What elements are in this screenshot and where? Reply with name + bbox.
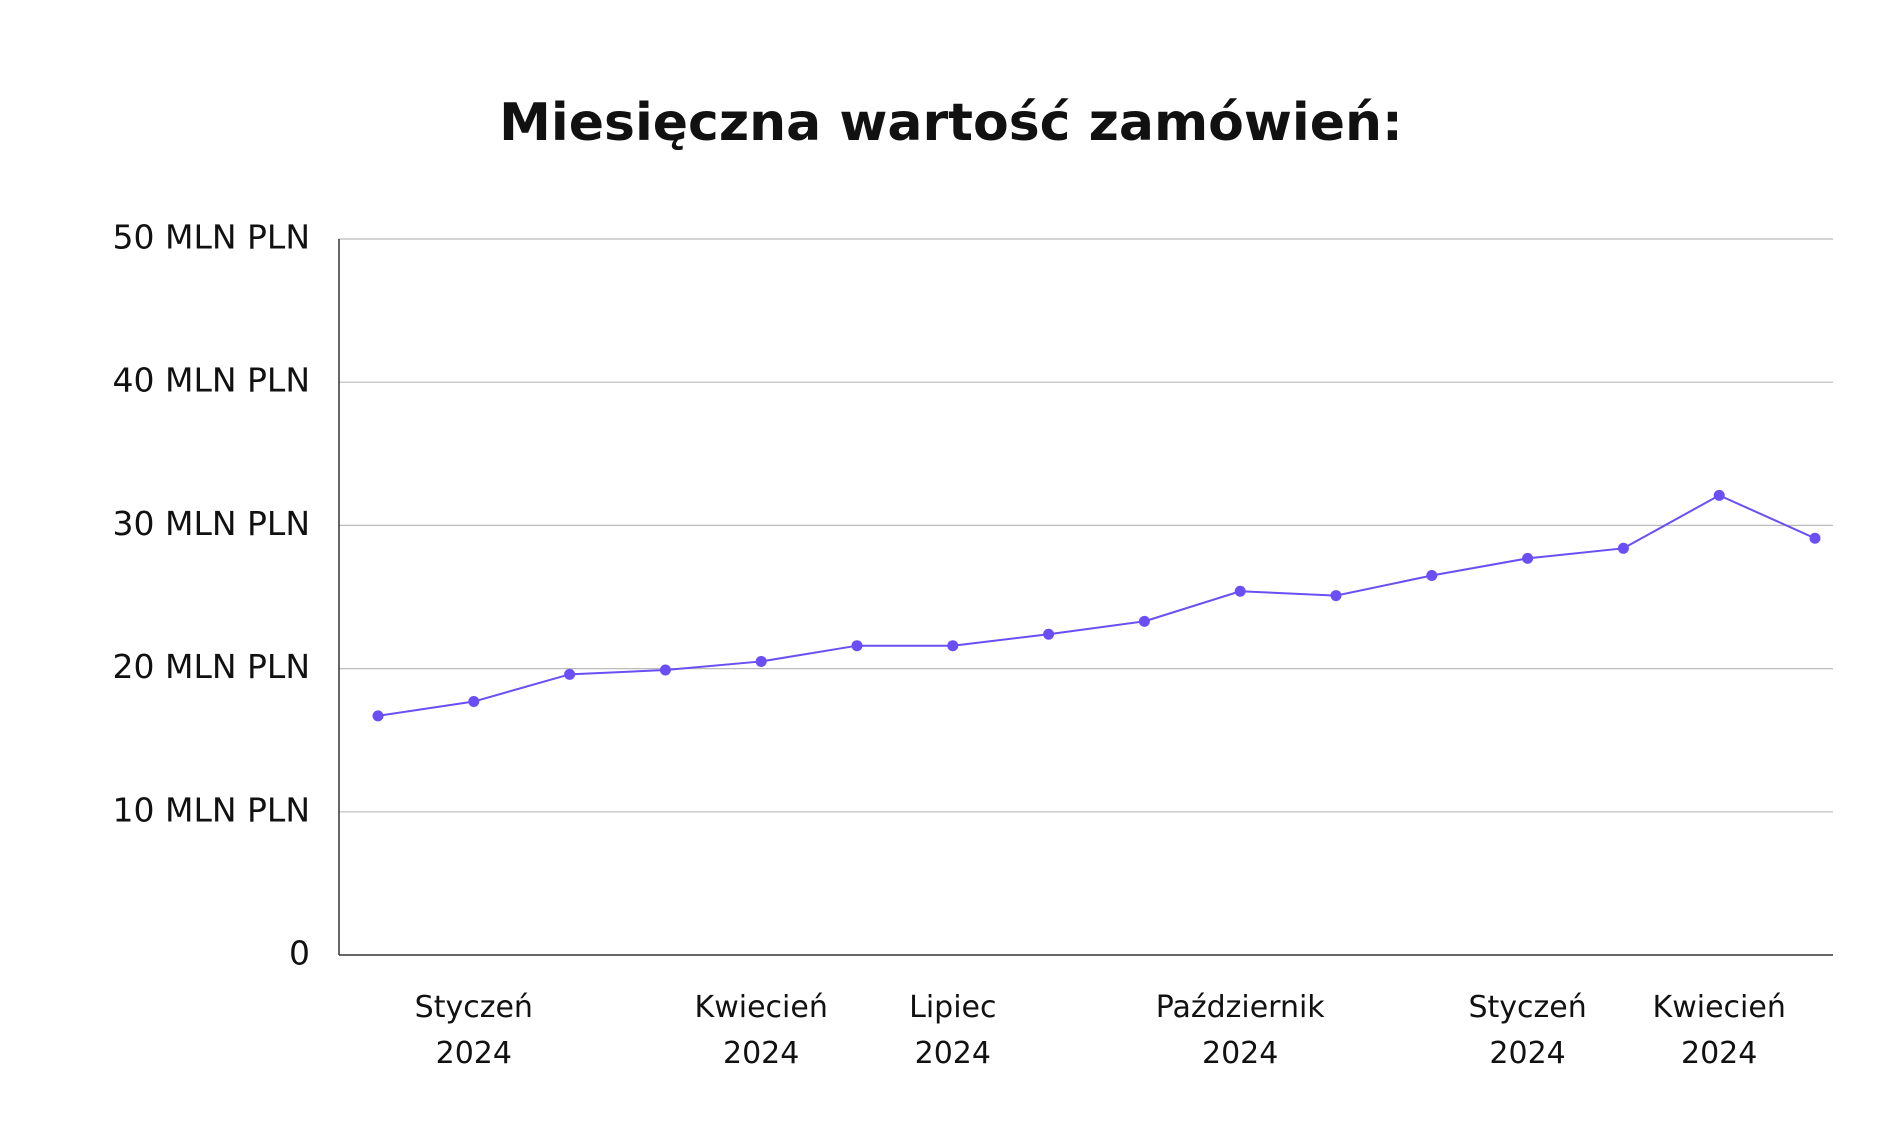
- y-tick-label: 0: [289, 934, 310, 973]
- x-tick-label: Styczeń 2024: [414, 990, 533, 1071]
- data-point: [851, 640, 863, 652]
- y-tick-label: 10 MLN PLN: [113, 790, 310, 829]
- data-point: [659, 664, 671, 676]
- data-point: [1713, 489, 1725, 501]
- y-tick-label: 20 MLN PLN: [113, 647, 310, 686]
- y-tick-label: 50 MLN PLN: [113, 218, 310, 257]
- data-point: [564, 668, 576, 680]
- y-tick-label: 40 MLN PLN: [113, 361, 310, 400]
- series-line: [377, 494, 1816, 717]
- data-point: [1809, 532, 1821, 544]
- data-point: [372, 710, 384, 722]
- x-tick-label: Styczeń 2024: [1468, 990, 1587, 1071]
- data-point: [947, 640, 959, 652]
- data-point: [1426, 570, 1438, 582]
- x-tick-label: Kwiecień 2024: [694, 990, 828, 1071]
- data-point: [755, 655, 767, 667]
- data-point: [468, 696, 480, 708]
- data-point: [1043, 628, 1055, 640]
- data-point: [1330, 590, 1342, 602]
- data-point: [1234, 585, 1246, 597]
- x-tick-label: Kwiecień 2024: [1652, 990, 1786, 1071]
- x-tick-label: Październik 2024: [1155, 990, 1325, 1071]
- x-tick-label: Lipiec 2024: [909, 990, 997, 1071]
- data-point: [1617, 542, 1629, 554]
- y-tick-label: 30 MLN PLN: [113, 504, 310, 543]
- data-point: [1522, 552, 1534, 564]
- chart-title: Miesięczna wartość zamówień:: [499, 93, 1403, 153]
- data-point: [1138, 615, 1150, 627]
